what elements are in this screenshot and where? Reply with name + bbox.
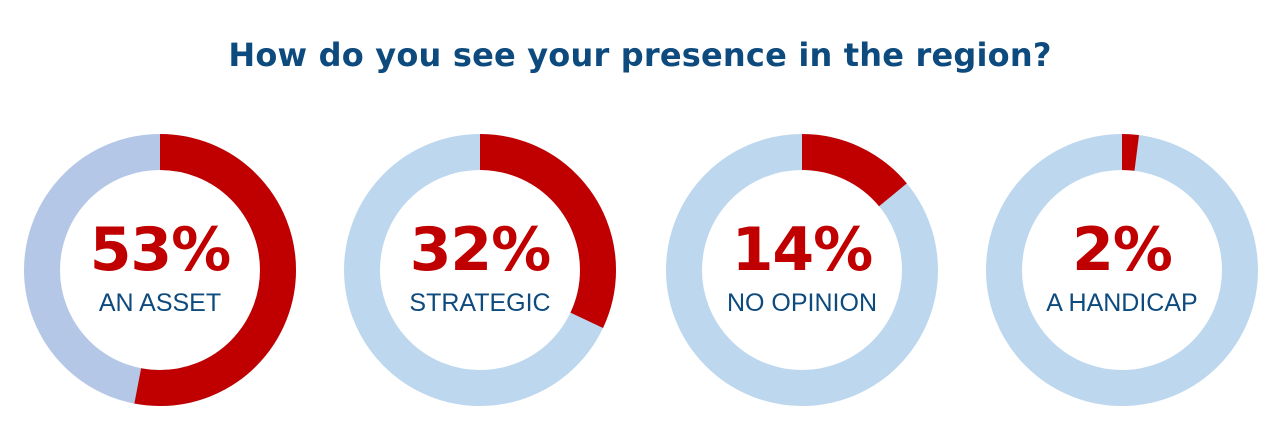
category-label: STRATEGIC: [409, 289, 551, 317]
donut-chart-a-handicap: [986, 134, 1258, 406]
donut-value-arc: [24, 134, 296, 406]
category-label: AN ASSET: [98, 289, 222, 317]
donut-value-arc: [986, 134, 1258, 406]
donut-no-opinion: 14% NO OPINION: [666, 134, 938, 406]
percent-value: 14%: [731, 215, 874, 285]
donut-chart-an-asset: [24, 134, 296, 406]
donut-value-arc: [666, 134, 938, 406]
percent-value: 32%: [409, 215, 552, 285]
percent-value: 2%: [1072, 215, 1173, 285]
donut-value-arc: [344, 134, 616, 406]
category-label: NO OPINION: [726, 289, 877, 317]
donut-a-handicap: 2% A HANDICAP: [986, 134, 1258, 406]
category-label: A HANDICAP: [1046, 289, 1198, 317]
donut-strategic: 32% STRATEGIC: [344, 134, 616, 406]
chart-title: How do you see your presence in the regi…: [228, 36, 1052, 74]
percent-value: 53%: [89, 215, 232, 285]
donut-an-asset: 53% AN ASSET: [24, 134, 296, 406]
donut-chart-strategic: [344, 134, 616, 406]
donut-chart-no-opinion: [666, 134, 938, 406]
